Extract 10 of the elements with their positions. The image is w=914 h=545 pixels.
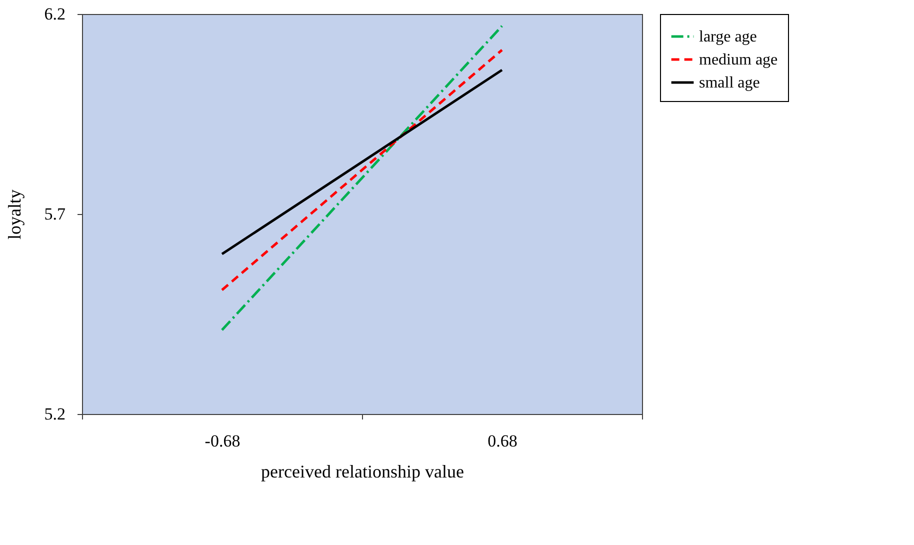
x-tick-label: -0.68: [204, 432, 240, 450]
y-tick-label: 5.2: [44, 404, 66, 424]
x-axis-title: perceived relationship value: [261, 462, 464, 482]
legend-label: large age: [699, 28, 757, 46]
legend-label: small age: [699, 74, 760, 92]
x-tick-label: 0.68: [488, 432, 518, 450]
y-axis-title: loyalty: [4, 190, 24, 240]
y-tick-label: 6.2: [44, 4, 66, 24]
y-tick-label: 5.7: [44, 204, 66, 224]
legend-label: medium age: [699, 52, 778, 68]
